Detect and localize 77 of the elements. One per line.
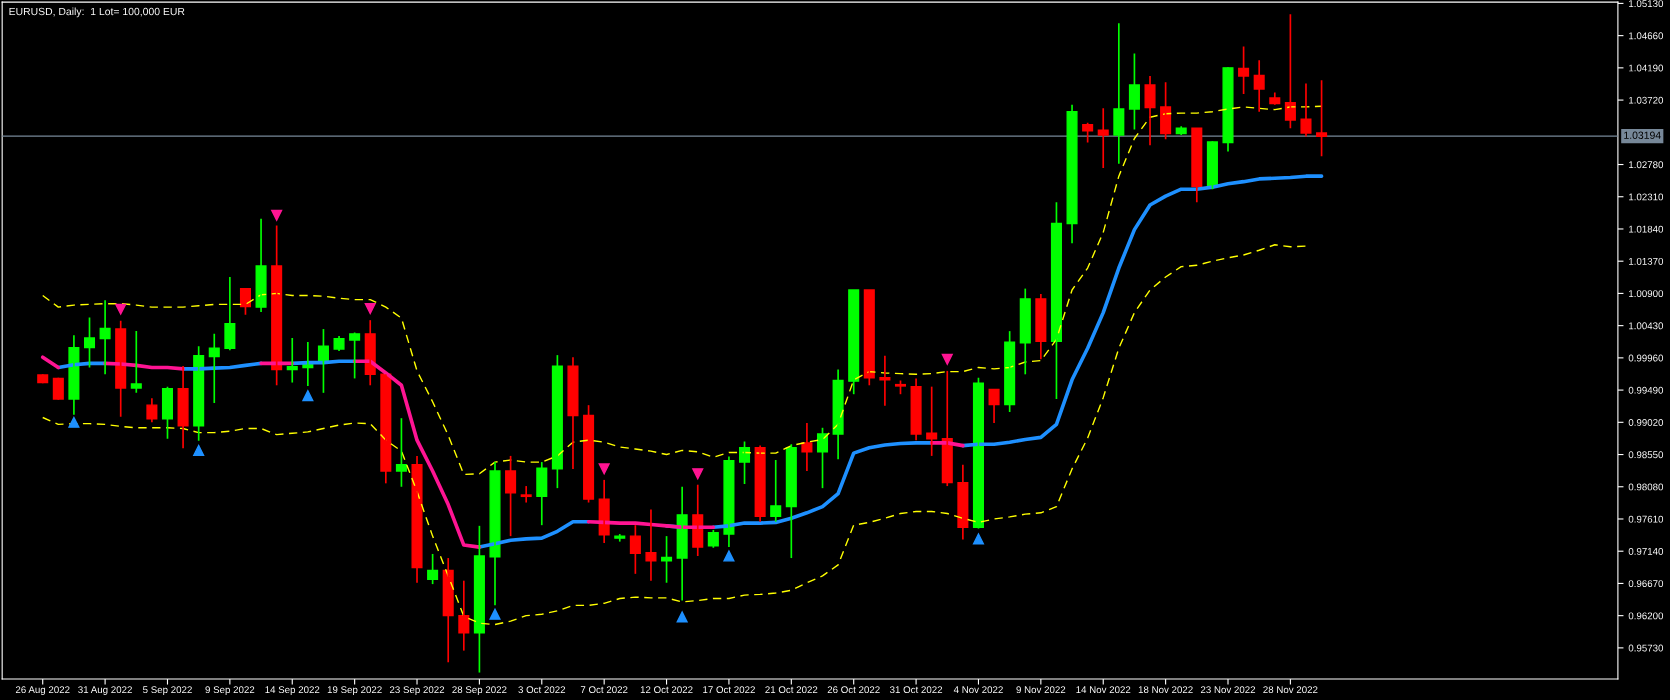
point [692,468,704,480]
candlestick [614,533,626,543]
point [193,444,205,456]
candlestick [629,524,641,575]
y-tick-label: 1.03720 [1629,96,1664,104]
y-tick-label: 0.98080 [1628,483,1664,491]
x-tick-label: 28 Nov 2022 [1263,686,1318,694]
point [598,463,610,475]
point [972,533,985,545]
point [271,209,283,221]
point [68,416,80,428]
candlestick [130,330,142,394]
candlestick [567,356,579,470]
y-tick-label: 1.04660 [1629,32,1664,40]
x-tick-label: 26 Oct 2022 [827,686,880,694]
y-tick-label: 0.99020 [1628,419,1664,426]
candlestick [551,354,563,489]
y-tick-label: 1.02780 [1629,161,1664,169]
point [941,353,953,365]
point [364,302,376,315]
y-tick-label: 1.01840 [1629,225,1664,233]
y-tick-label: 1.05130 [1629,0,1664,8]
x-tick-label: 5 Sep 2022 [143,686,192,696]
x-tick-label: 17 Oct 2022 [703,686,755,694]
ref-line-label: 1.03194 [1624,131,1661,139]
x-tick-label: 12 Oct 2022 [640,686,693,694]
candlestick [473,525,485,674]
candlestick [505,455,517,537]
x-tick-label: 7 Oct 2022 [580,686,628,694]
x-tick-label: 28 Sep 2022 [452,686,507,696]
x-tick-label: 23 Nov 2022 [1200,686,1256,694]
x-tick-label: 18 Nov 2022 [1138,686,1193,694]
y-tick-label: 0.98550 [1628,451,1664,459]
y-tick-label: 0.96670 [1628,580,1664,588]
candlestick [520,485,532,504]
candlestick [395,417,407,488]
x-tick-label: 31 Aug 2022 [78,686,132,696]
x-tick-label: 21 Oct 2022 [765,686,818,694]
point [676,611,688,623]
x-tick-label: 26 Aug 2022 [15,686,70,696]
y-tick-label: 1.00900 [1629,290,1664,298]
y-tick-label: 1.02310 [1629,193,1664,201]
x-tick-label: 14 Sep 2022 [265,686,320,696]
y-tick-label: 0.95730 [1628,644,1664,652]
y-tick-label: 1.01370 [1629,257,1664,265]
y-tick-label: 0.97610 [1628,515,1664,523]
x-tick-label: 19 Sep 2022 [327,686,382,696]
y-tick-label: 1.00430 [1629,322,1664,330]
chart-title: EURUSD, Daily: 1 Lot= 100,000 EUR [9,7,185,18]
candlestick [349,331,361,380]
x-tick-label: 31 Oct 2022 [889,686,943,694]
point [115,303,127,315]
y-tick-label: 0.96200 [1628,612,1664,620]
y-tick-label: 0.99960 [1628,354,1664,362]
y-tick-label: 0.97140 [1628,547,1664,555]
candlestick [1238,45,1250,95]
candlestick [1144,75,1156,147]
x-tick-label: 23 Sep 2022 [389,686,445,696]
point [302,390,314,402]
candlestick [83,316,96,369]
candlestick [1222,66,1234,153]
y-tick-label: 1.04190 [1629,64,1664,72]
point [723,550,735,562]
candlestick [583,404,595,504]
candlestick [1004,330,1016,413]
candlestick [1128,52,1140,131]
candlestick [1316,79,1328,158]
x-tick-label: 3 Oct 2022 [518,686,566,694]
x-tick-label: 9 Nov 2022 [1016,686,1066,694]
x-tick-label: 4 Nov 2022 [953,686,1003,694]
x-tick-label: 14 Nov 2022 [1076,686,1131,694]
candlestick [1300,82,1312,138]
candlestick [1082,121,1094,144]
point [489,608,501,620]
x-tick-label: 9 Sep 2022 [205,686,255,696]
y-tick-label: 0.99490 [1628,386,1664,394]
candlestick [161,385,174,440]
